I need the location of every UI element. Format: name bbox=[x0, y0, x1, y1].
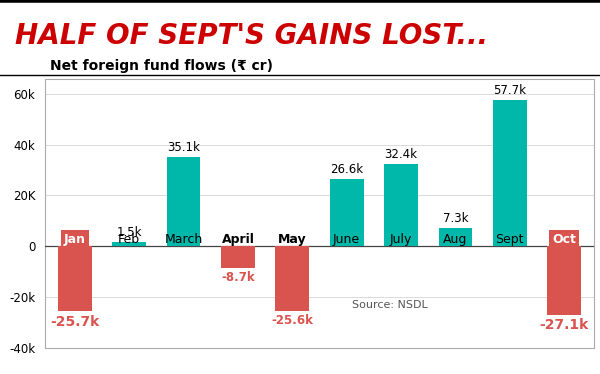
Text: 35.1k: 35.1k bbox=[167, 141, 200, 154]
Text: -25.6k: -25.6k bbox=[271, 314, 313, 327]
Bar bbox=[275, 246, 309, 311]
Bar bbox=[547, 246, 581, 315]
Text: Oct: Oct bbox=[552, 233, 576, 246]
Text: -27.1k: -27.1k bbox=[539, 318, 589, 332]
Bar bbox=[45, 79, 594, 348]
Bar bbox=[439, 228, 472, 246]
Bar bbox=[58, 246, 92, 312]
Text: 57.7k: 57.7k bbox=[493, 83, 526, 96]
Text: June: June bbox=[333, 233, 360, 246]
Bar bbox=[221, 246, 255, 268]
Bar bbox=[112, 242, 146, 246]
Bar bbox=[384, 164, 418, 246]
Text: March: March bbox=[164, 233, 203, 246]
Text: Sept: Sept bbox=[496, 233, 524, 246]
Text: -25.7k: -25.7k bbox=[50, 315, 100, 328]
Text: May: May bbox=[278, 233, 307, 246]
Text: Net foreign fund flows (₹ cr): Net foreign fund flows (₹ cr) bbox=[50, 59, 274, 73]
Text: April: April bbox=[221, 233, 254, 246]
Text: Aug: Aug bbox=[443, 233, 467, 246]
Text: Jan: Jan bbox=[64, 233, 86, 246]
Text: July: July bbox=[390, 233, 412, 246]
Text: Feb: Feb bbox=[118, 233, 140, 246]
Text: -8.7k: -8.7k bbox=[221, 272, 255, 284]
Text: 7.3k: 7.3k bbox=[443, 212, 468, 225]
Bar bbox=[167, 157, 200, 246]
Text: Source: NSDL: Source: NSDL bbox=[352, 300, 428, 310]
Bar bbox=[493, 99, 527, 246]
Bar bbox=[330, 179, 364, 246]
Text: 26.6k: 26.6k bbox=[330, 163, 363, 175]
Text: HALF OF SEPT'S GAINS LOST...: HALF OF SEPT'S GAINS LOST... bbox=[15, 22, 488, 50]
Text: 32.4k: 32.4k bbox=[385, 148, 418, 161]
Text: 1.5k: 1.5k bbox=[116, 226, 142, 239]
